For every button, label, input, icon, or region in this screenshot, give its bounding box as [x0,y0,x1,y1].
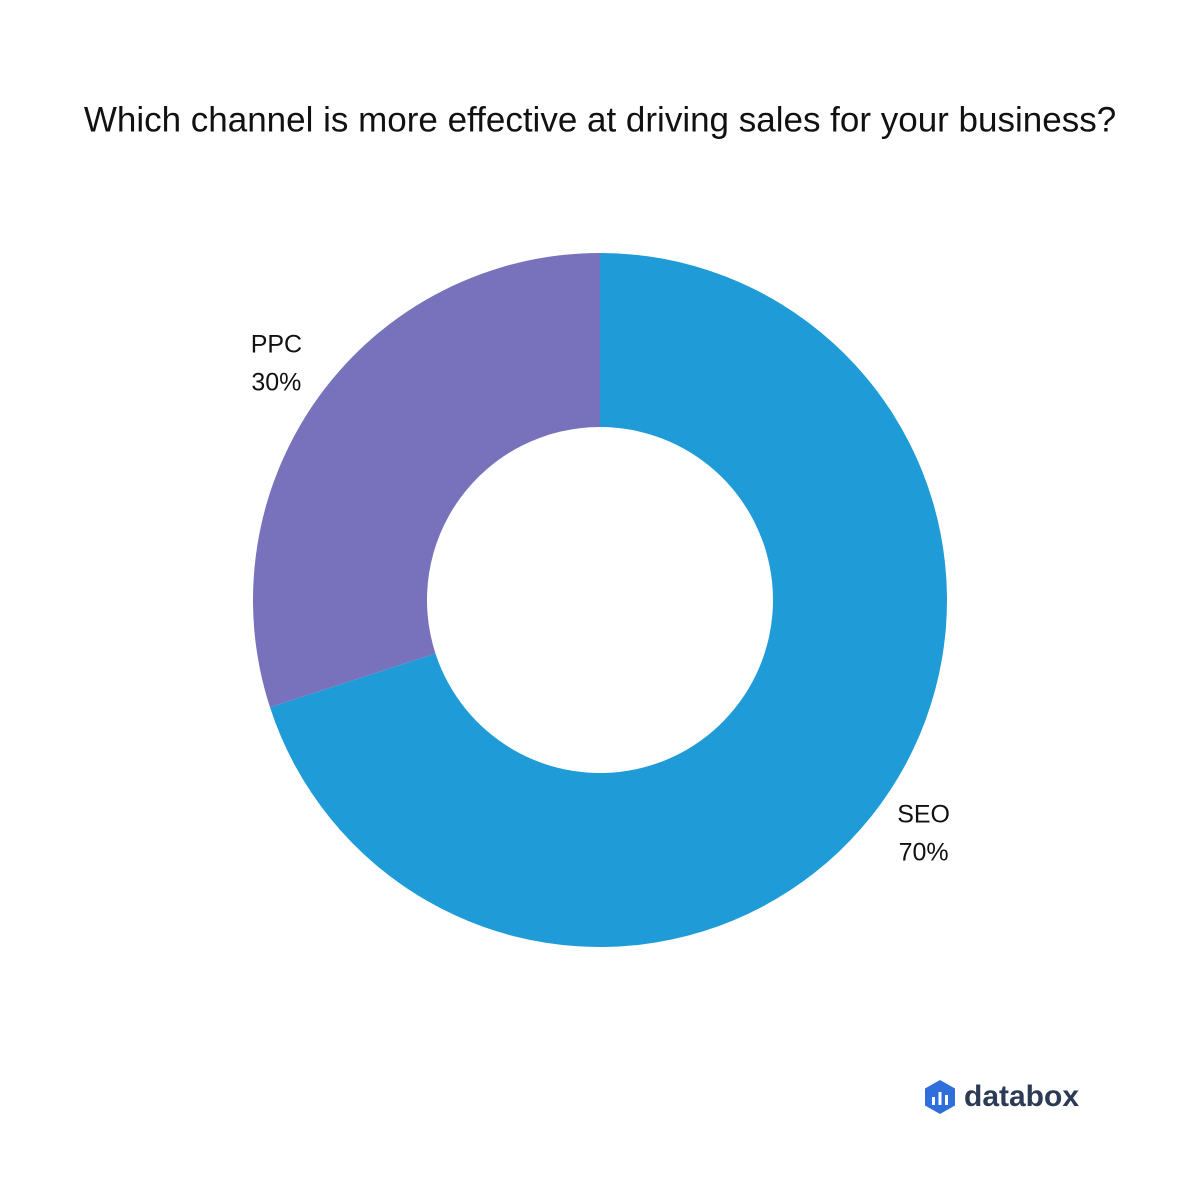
donut-slice [269,253,948,947]
value-label: 70% [899,839,949,867]
logo-icon-bar [932,1097,935,1105]
logo: databox [925,1080,1079,1114]
donut-slice [253,253,600,708]
slice-label: PPC [251,330,302,358]
chart-title: Which channel is more effective at drivi… [84,100,1116,139]
logo-icon-bar [938,1092,942,1105]
value-label: 30% [251,368,301,396]
logo-text: databox [964,1080,1079,1113]
logo-icon-bar [945,1095,948,1105]
slice-label: SEO [897,801,950,829]
